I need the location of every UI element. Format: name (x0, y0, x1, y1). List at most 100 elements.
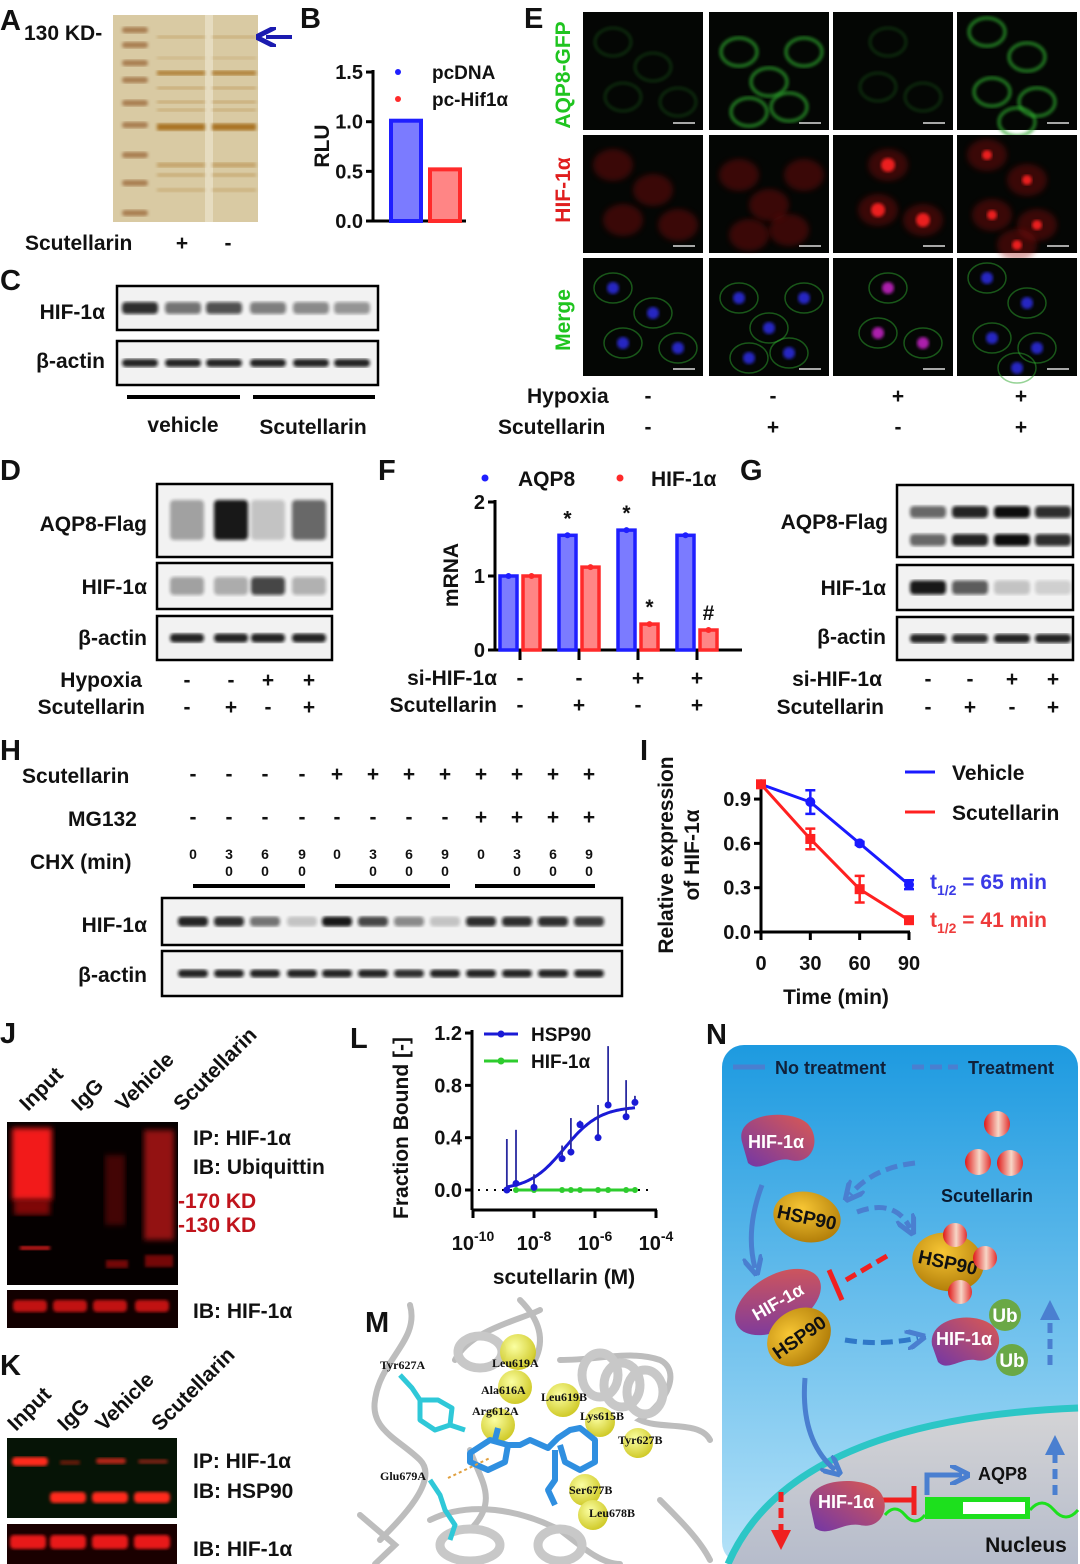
x-tick-label: 0 (755, 953, 766, 975)
protein-band (994, 506, 1030, 518)
condition-signs-g: - - + + - + - + (925, 668, 1060, 719)
data-point-HIF-1α (559, 1187, 566, 1193)
hif1a-signal (749, 189, 789, 221)
gel-band (212, 123, 256, 131)
ladder-band (122, 77, 148, 83)
gfp-signal (997, 352, 1037, 384)
nuclear-translocation-arrow (801, 1377, 835, 1470)
scutellarin-sign-4: + (1047, 696, 1059, 719)
ubiquitinated-hif1a-label: HIF-1α (936, 1329, 992, 1349)
data-point-HSP90 (594, 1134, 602, 1142)
protein-band (165, 302, 201, 314)
nucleus-stain (872, 327, 884, 339)
protein-band (178, 969, 208, 978)
lane-label-input: Input (15, 1063, 68, 1116)
scutellarin-sign-1: - (925, 696, 932, 719)
gel-band (157, 162, 205, 168)
protein-band (170, 577, 204, 595)
mg132-sign-7: - (406, 806, 413, 829)
inhibition-bar (826, 1269, 845, 1301)
protein-band (20, 1246, 50, 1250)
protein-band (122, 359, 158, 367)
protein-band (574, 969, 604, 978)
micrograph-r1-c3 (833, 12, 953, 130)
gfp-signal (749, 66, 789, 98)
nuclear-hif1a-signal (1012, 240, 1022, 250)
ub-label-1: Ub (992, 1306, 1017, 1327)
significance-mark: # (703, 602, 715, 625)
series-line-Vehicle (760, 782, 910, 886)
significance-mark: * (645, 596, 654, 619)
protein-band (170, 633, 204, 643)
data-point-HSP90 (567, 1148, 575, 1156)
mg132-sign-1: - (190, 806, 197, 829)
scutellarin-sign-3: - (262, 763, 269, 786)
protein-band (214, 577, 248, 595)
row-label-aqp8-gfp: AQP8-GFP (552, 21, 575, 128)
protein-band (13, 1300, 47, 1312)
chx-digit: 6 (261, 846, 269, 862)
ubiquitin-1 (989, 1299, 1021, 1331)
gfp-signal (658, 332, 698, 364)
condition-signs-e: - - + + - + - + (645, 385, 1028, 439)
hif1a-signal (633, 174, 673, 206)
residue-label-leu619a: Leu619A (492, 1356, 539, 1370)
gfp-signal (868, 272, 908, 304)
chx-digit: 3 (369, 846, 377, 862)
hsp90-coip-blot (7, 1438, 177, 1564)
chx-time-5: 0 (333, 846, 341, 862)
protein-band (122, 302, 158, 314)
chx-time-1: 0 (189, 846, 197, 862)
western-blot-h (160, 896, 624, 998)
data-point-Vehicle (805, 797, 816, 808)
panel-letter-a: A (0, 5, 21, 37)
condition-label-hypoxia: Hypoxia (60, 669, 142, 692)
nucleus-stain (882, 282, 894, 294)
ladder-band (122, 60, 148, 66)
group-label-scutellarin: Scutellarin (259, 416, 366, 439)
residue-spheres (481, 1334, 653, 1530)
scutellarin-sign-1: - (645, 416, 652, 439)
chx-digit: 0 (189, 846, 197, 862)
ubiquitin-smear-input (14, 1200, 50, 1215)
si-hif1a-sign-3: + (1006, 668, 1018, 691)
dna-strand-left (883, 1507, 927, 1523)
x-tick-label: 30 (799, 953, 821, 975)
protein-band (1035, 580, 1071, 595)
protein-band (292, 633, 326, 643)
protein-band (251, 577, 285, 595)
ubiquitinated-hif1a (931, 1317, 1000, 1366)
scutellarin-sign-11: + (547, 763, 559, 786)
data-point (505, 573, 512, 579)
legend-label-1: AQP8 (518, 468, 576, 491)
series-line-Scutellarin (759, 783, 910, 922)
protein-band (466, 969, 496, 978)
chart-l-binding: 0.00.40.81.210-10 10-8 10-6 10-4HSP90HIF-1α… (390, 1023, 674, 1289)
half-life-symbol: t (930, 909, 937, 932)
protein-band (287, 969, 317, 978)
hypoxia-sign-1: - (645, 385, 652, 408)
nucleus-stain (607, 282, 619, 294)
ubiquitin-blot (7, 1122, 178, 1328)
tick-base: 10 (639, 1233, 661, 1255)
y-tick-label: 2 (474, 492, 485, 514)
row-label-merge: Merge (552, 289, 575, 351)
y-axis-label: mRNA (440, 543, 463, 607)
residue-label-tyr627a: Tyr627A (380, 1358, 425, 1372)
chx-digit: 0 (441, 863, 449, 879)
scutellarin-sign-3: - (635, 694, 642, 717)
nuclear-hif1a-signal (1022, 175, 1032, 185)
gfp-signal (634, 52, 672, 82)
hypoxia-sign-4: + (1015, 385, 1027, 408)
data-point (528, 573, 535, 579)
chx-digit: 9 (298, 846, 306, 862)
mg132-sign-11: + (547, 806, 559, 829)
chx-digit: 0 (225, 863, 233, 879)
chx-digit: 3 (225, 846, 233, 862)
protein-band (1035, 506, 1071, 518)
half-life-symbol: t (930, 871, 937, 894)
panel-letter-g: G (740, 455, 763, 487)
dna-strand-right (1028, 1501, 1080, 1519)
lane-gap (205, 15, 213, 222)
